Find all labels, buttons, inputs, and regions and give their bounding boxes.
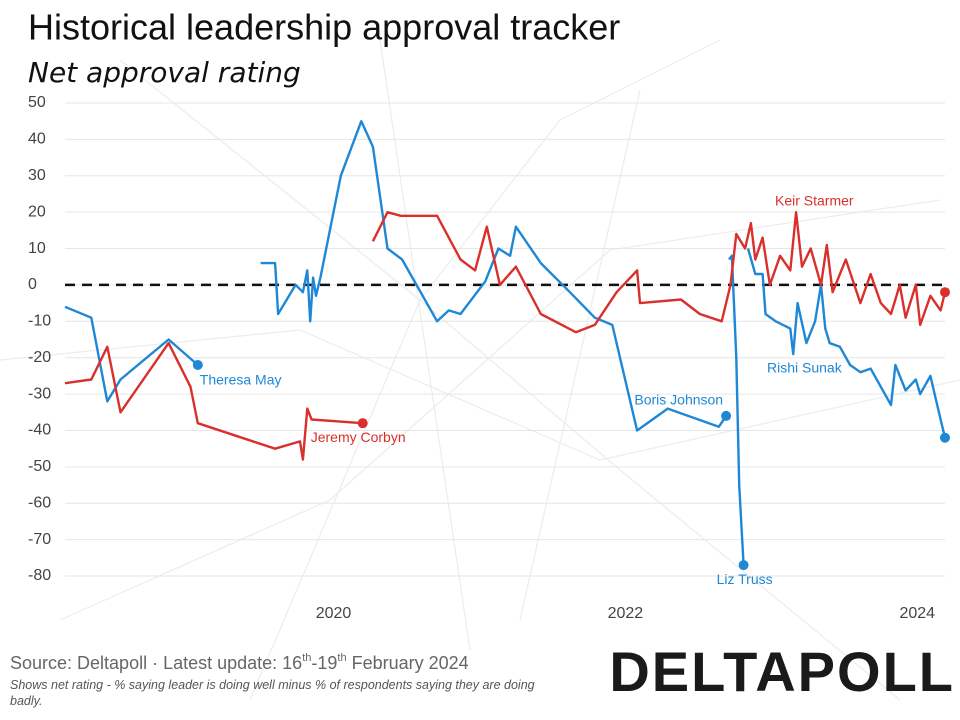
source-text: February 2024 <box>347 653 469 673</box>
source: Source: Deltapoll · Latest update: 16th-… <box>10 652 469 673</box>
logo: DELTAPOLL <box>609 640 955 703</box>
superscript: th <box>337 652 346 664</box>
y-tick-label: 0 <box>28 276 37 293</box>
y-tick-label: 30 <box>28 167 46 184</box>
x-tick-label: 2022 <box>608 605 644 622</box>
y-tick-label: -10 <box>28 313 51 330</box>
y-tick-label: -50 <box>28 458 51 475</box>
series-label: Theresa May <box>200 372 282 388</box>
series-line <box>746 248 947 438</box>
y-tick-label: 10 <box>28 240 46 257</box>
x-tick-label: 2020 <box>316 605 352 622</box>
series-label: Liz Truss <box>717 571 773 587</box>
note: Shows net rating - % saying leader is do… <box>10 678 538 708</box>
end-point <box>357 418 368 429</box>
y-tick-label: 20 <box>28 203 46 220</box>
y-tick-label: 50 <box>28 94 46 111</box>
y-tick-label: -70 <box>28 531 51 548</box>
superscript: th <box>302 652 311 664</box>
series-label: Keir Starmer <box>775 193 854 209</box>
y-tick-label: -30 <box>28 385 51 402</box>
end-point <box>940 287 950 298</box>
note-line: Shows net rating - % saying leader is do… <box>10 678 535 692</box>
series-label: Jeremy Corbyn <box>311 429 406 445</box>
source-text: Source: Deltapoll · Latest update: 16 <box>10 653 302 673</box>
y-tick-label: -60 <box>28 494 51 511</box>
series-line <box>64 341 363 461</box>
series-line <box>64 305 199 403</box>
chart-subtitle: Net approval rating <box>28 56 301 89</box>
end-point <box>192 359 203 370</box>
y-tick-label: -80 <box>28 567 51 584</box>
series-line <box>728 254 745 566</box>
background-network <box>0 39 960 701</box>
y-tick-label: -20 <box>28 349 51 366</box>
x-tick-label: 2024 <box>899 605 935 622</box>
series-label: Boris Johnson <box>634 392 723 408</box>
end-point <box>738 560 749 571</box>
series-line <box>371 211 947 334</box>
end-point <box>940 432 950 443</box>
note-line: badly. <box>10 694 42 708</box>
end-point <box>721 410 732 421</box>
source-text: -19 <box>311 653 337 673</box>
series-label: Rishi Sunak <box>767 360 843 376</box>
y-tick-label: -40 <box>28 422 51 439</box>
plot-area: 50 40 30 20 10 0 -10 -20 -30 -40 -50 -60 -70 -80 2020 2… <box>28 94 950 622</box>
y-tick-label: 40 <box>28 131 46 148</box>
chart-title: Historical leadership approval tracker <box>28 7 620 48</box>
